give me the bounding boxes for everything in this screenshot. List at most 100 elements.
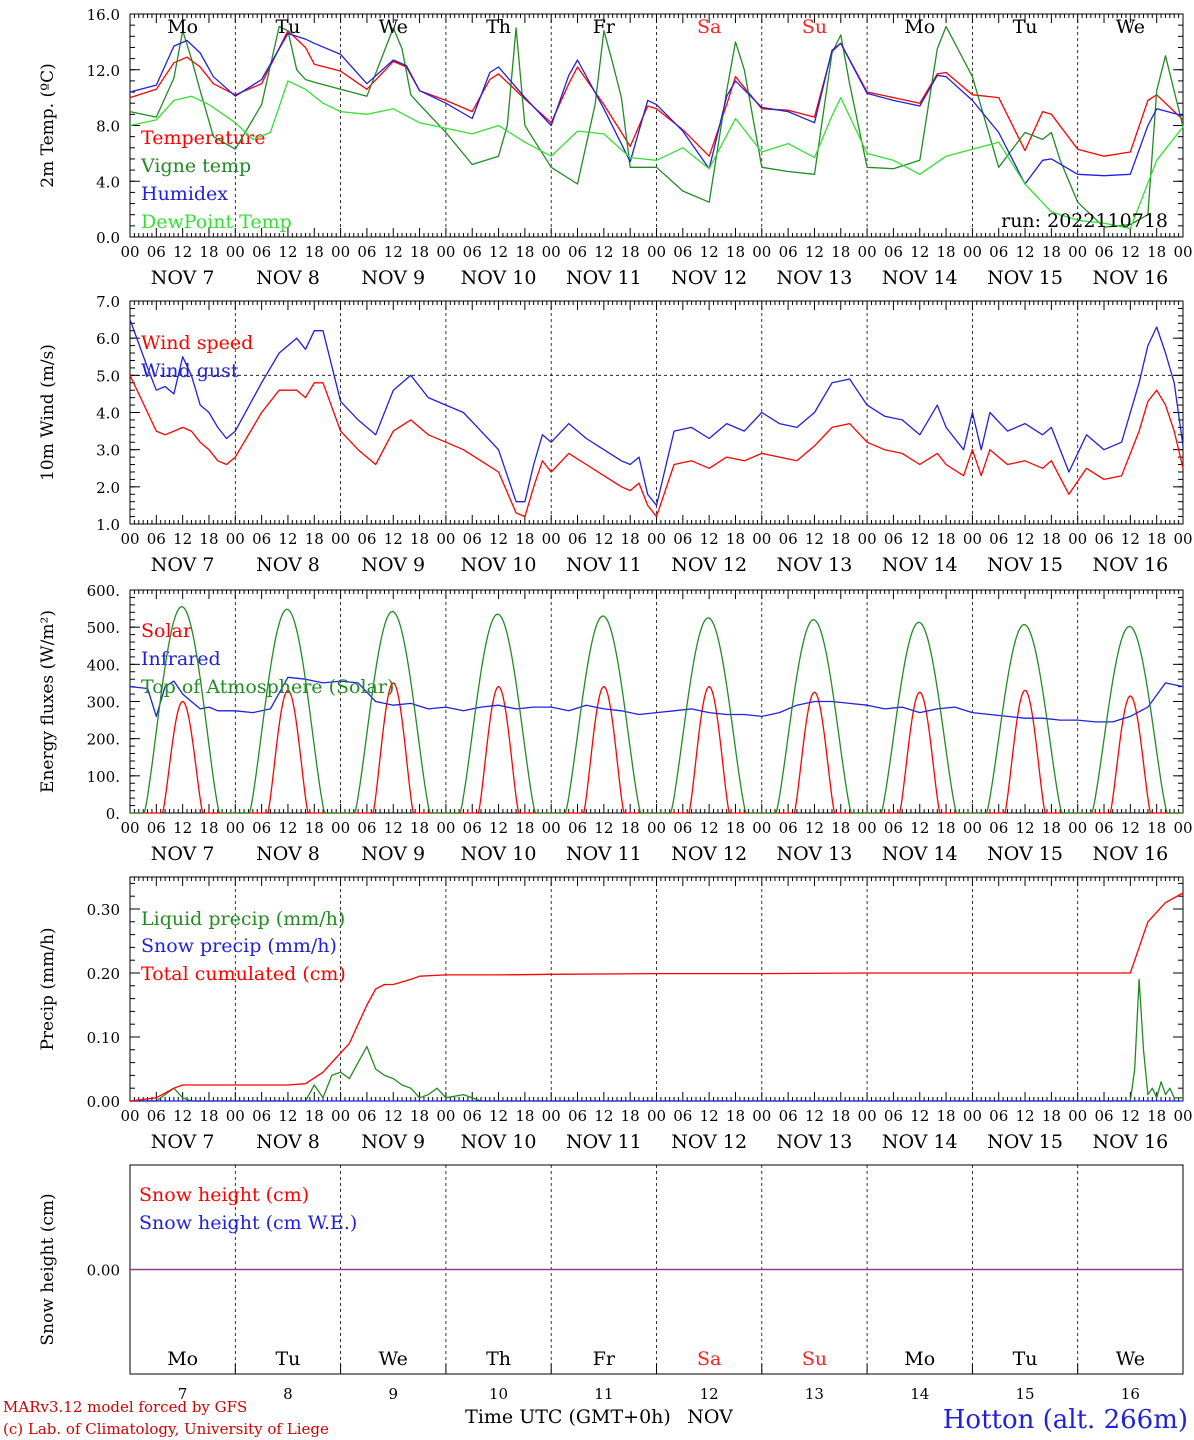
- y-tick-label: 7.0: [96, 293, 120, 311]
- hour-label: 12: [700, 530, 719, 548]
- hour-label: 06: [1094, 243, 1113, 261]
- date-label: NOV 7: [151, 1131, 215, 1153]
- hour-label: 18: [410, 243, 429, 261]
- hour-label: 18: [515, 1107, 534, 1125]
- hour-label: 18: [937, 819, 956, 837]
- weekday-label-top: We: [1116, 16, 1145, 38]
- day-number-label: 12: [700, 1385, 719, 1403]
- hour-label: 12: [594, 819, 613, 837]
- hour-label: 06: [463, 243, 482, 261]
- chart-panel-4: 00 06 12 18 00 06 12 18 00 06 12 18 00 06 12 18 00 06 12 18…: [38, 876, 1193, 1153]
- y-axis-label: 10m Wind (m/s): [38, 344, 58, 481]
- hour-label: 06: [463, 1107, 482, 1125]
- hour-label: 12: [910, 530, 929, 548]
- hour-label: 12: [1121, 530, 1140, 548]
- hour-label: 12: [278, 243, 297, 261]
- date-label: NOV 8: [256, 554, 320, 576]
- date-label: NOV 12: [671, 1131, 747, 1153]
- hour-label: 06: [147, 243, 166, 261]
- date-label: NOV 9: [361, 554, 425, 576]
- weekday-label-top: Su: [802, 16, 827, 38]
- date-label: NOV 9: [361, 267, 425, 289]
- y-tick-label: 12.0: [87, 62, 120, 80]
- y-tick-label: 0.30: [87, 901, 120, 919]
- hour-label: 06: [568, 243, 587, 261]
- hour-label: 12: [384, 819, 403, 837]
- hour-label: 00: [226, 243, 245, 261]
- hour-label: 00: [647, 243, 666, 261]
- legend-entry: Temperature: [141, 127, 265, 149]
- hour-label: 18: [831, 1107, 850, 1125]
- hour-label: 18: [937, 243, 956, 261]
- weekday-label-top: Tu: [1013, 16, 1038, 38]
- legend-entry: Vigne temp: [140, 155, 251, 177]
- hour-label: 00: [963, 819, 982, 837]
- date-label: NOV 13: [777, 1131, 853, 1153]
- y-tick-label: 0.00: [87, 1262, 120, 1280]
- footer-model: MARv3.12 model forced by GFS: [3, 1398, 247, 1416]
- series-line: [129, 319, 1184, 507]
- y-axis-label: 2m Temp. (ºC): [38, 63, 58, 188]
- chart-panel-3: 00 06 12 18 00 06 12 18 00 06 12 18 00 06 12 18 00 06 12 18…: [38, 582, 1193, 865]
- series-line: [129, 676, 1184, 723]
- day-number-label: 15: [1016, 1385, 1035, 1403]
- weekday-label-top: Fr: [593, 16, 616, 38]
- y-tick-label: 16.0: [87, 6, 120, 24]
- series-line: [130, 978, 1183, 1102]
- hour-label: 00: [120, 530, 139, 548]
- day-number-label: 11: [594, 1385, 613, 1403]
- hour-label: 00: [1173, 819, 1192, 837]
- y-tick-label: 300.: [87, 694, 120, 712]
- date-label: NOV 7: [151, 267, 215, 289]
- date-label: NOV 14: [882, 554, 958, 576]
- date-label: NOV 15: [987, 267, 1063, 289]
- hour-label: 12: [489, 530, 508, 548]
- legend-entry: Wind speed: [141, 332, 253, 354]
- hour-label: 18: [621, 1107, 640, 1125]
- weekday-label-bottom: We: [1116, 1348, 1145, 1370]
- hour-label: 12: [489, 1107, 508, 1125]
- hour-label: 12: [805, 819, 824, 837]
- hour-label: 00: [542, 819, 561, 837]
- weekday-label-bottom: Sa: [697, 1348, 721, 1370]
- hour-label: 06: [673, 1107, 692, 1125]
- weekday-label-top: Sa: [697, 16, 721, 38]
- hour-label: 06: [1094, 530, 1113, 548]
- hour-label: 00: [752, 819, 771, 837]
- hour-label: 00: [120, 1107, 139, 1125]
- date-label: NOV 13: [777, 843, 853, 865]
- y-tick-label: 100.: [87, 768, 120, 786]
- series-line: [129, 892, 1184, 1102]
- date-label: NOV 14: [882, 1131, 958, 1153]
- series-line: [129, 375, 1184, 518]
- legend-entry: Infrared: [141, 648, 221, 670]
- hour-label: 06: [463, 530, 482, 548]
- hour-label: 06: [147, 530, 166, 548]
- weekday-label-top: Mo: [904, 16, 935, 38]
- hour-label: 06: [1094, 1107, 1113, 1125]
- date-label: NOV 14: [882, 843, 958, 865]
- hour-label: 12: [278, 819, 297, 837]
- hour-label: 00: [542, 1107, 561, 1125]
- legend-entry: Snow precip (mm/h): [141, 935, 337, 957]
- date-label: NOV 16: [1092, 843, 1168, 865]
- date-label: NOV 9: [361, 843, 425, 865]
- hour-label: 18: [199, 1107, 218, 1125]
- hour-label: 06: [989, 530, 1008, 548]
- y-tick-label: 500.: [87, 619, 120, 637]
- weekday-label-bottom: Fr: [593, 1348, 616, 1370]
- weekday-label-bottom: Mo: [904, 1348, 935, 1370]
- hour-label: 06: [884, 819, 903, 837]
- hour-label: 18: [1147, 819, 1166, 837]
- legend-entry: Humidex: [141, 183, 228, 205]
- date-label: NOV 16: [1092, 554, 1168, 576]
- hour-label: 06: [357, 1107, 376, 1125]
- hour-label: 12: [1016, 819, 1035, 837]
- hour-label: 18: [1042, 1107, 1061, 1125]
- hour-label: 00: [963, 530, 982, 548]
- hour-label: 00: [1173, 1107, 1192, 1125]
- xaxis-title: Time UTC (GMT+0h): [465, 1406, 671, 1428]
- hour-label: 06: [989, 819, 1008, 837]
- hour-label: 12: [278, 1107, 297, 1125]
